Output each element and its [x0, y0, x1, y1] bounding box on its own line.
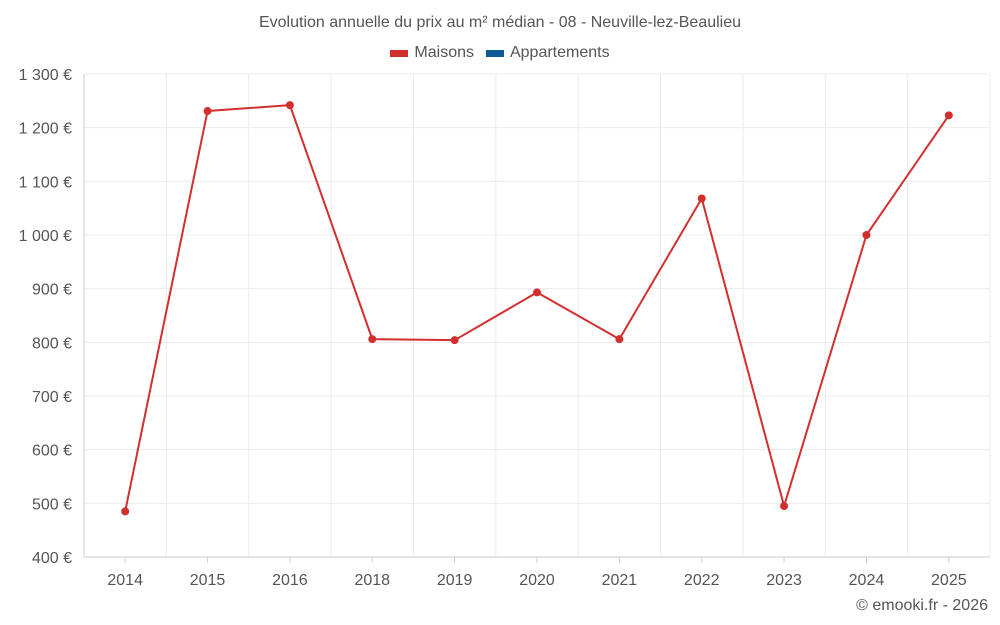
data-point-maisons[interactable]	[862, 231, 871, 239]
x-axis-ticks: 2014 2015 2016 2018 2019 2020 2021 2022 2023 2024…	[107, 557, 967, 589]
data-point-maisons[interactable]	[121, 507, 130, 516]
x-tick-label: 2014	[107, 572, 143, 589]
legend-label-appartements: Appartements	[509, 44, 610, 61]
axes	[83, 74, 990, 558]
x-tick-label: 2015	[190, 572, 226, 589]
y-tick-label: 600 €	[32, 443, 72, 460]
y-tick-label: 1 200 €	[19, 121, 72, 138]
y-tick-label: 400 €	[32, 550, 72, 567]
footer-credit: © emooki.fr - 2026	[856, 597, 988, 614]
x-tick-label: 2025	[931, 572, 967, 589]
x-tick-label: 2018	[354, 572, 390, 589]
x-tick-label: 2019	[437, 572, 473, 589]
y-tick-label: 1 300 €	[19, 67, 72, 84]
series-group	[121, 101, 953, 516]
legend-label-maisons: Maisons	[414, 44, 474, 61]
x-tick-label: 2020	[519, 572, 555, 589]
x-tick-label: 2022	[684, 572, 720, 589]
y-tick-label: 900 €	[32, 282, 72, 299]
y-tick-label: 500 €	[32, 496, 72, 513]
data-point-maisons[interactable]	[285, 101, 294, 110]
data-point-maisons[interactable]	[944, 111, 953, 120]
legend-item-maisons[interactable]: Maisons	[390, 44, 474, 62]
data-point-maisons[interactable]	[450, 336, 459, 345]
data-point-maisons[interactable]	[697, 194, 706, 203]
chart-legend: Maisons Appartements	[0, 44, 1000, 62]
x-tick-label: 2023	[766, 572, 802, 589]
y-tick-label: 700 €	[32, 389, 72, 406]
y-axis-ticks: 400 € 500 € 600 € 700 € 800 € 900 € 1 000 € 1 1…	[19, 67, 72, 567]
x-tick-label: 2021	[602, 572, 638, 589]
data-point-maisons[interactable]	[203, 107, 212, 116]
data-point-maisons[interactable]	[533, 288, 541, 297]
y-tick-label: 1 100 €	[19, 174, 72, 191]
legend-swatch-appartements	[485, 49, 504, 57]
grid-lines	[83, 73, 991, 558]
chart-title: Evolution annuelle du prix au m² médian …	[258, 14, 742, 31]
legend-item-appartements[interactable]: Appartements	[485, 44, 610, 62]
x-tick-label: 2024	[849, 572, 885, 589]
x-tick-label: 2016	[272, 572, 308, 589]
y-tick-label: 800 €	[32, 335, 72, 352]
y-tick-label: 1 000 €	[19, 228, 72, 245]
data-point-maisons[interactable]	[615, 335, 624, 344]
data-point-maisons[interactable]	[368, 335, 377, 344]
data-point-maisons[interactable]	[780, 502, 789, 511]
legend-swatch-maisons	[390, 49, 409, 57]
